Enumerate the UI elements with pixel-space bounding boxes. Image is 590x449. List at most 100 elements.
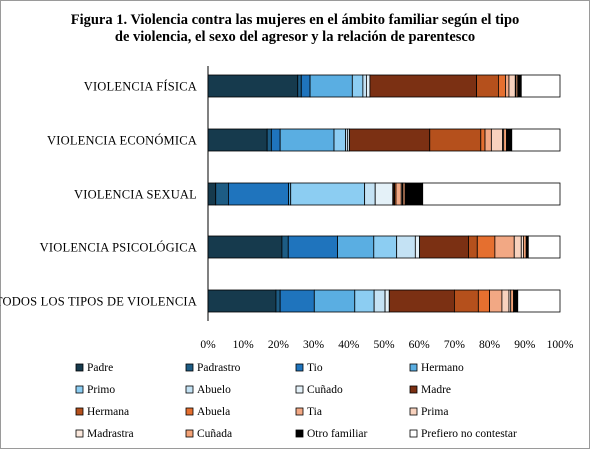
- legend-swatch-12: [409, 407, 418, 416]
- bar-segment-4-7: [414, 235, 420, 259]
- bar-segment-3-1: [207, 182, 217, 206]
- bar-segment-4-5: [373, 235, 398, 259]
- legend-label-13: Madrastra: [87, 428, 134, 440]
- bar-segment-5-3: [279, 289, 315, 313]
- bar-segment-5-10: [477, 289, 490, 313]
- bar-segment-3-5: [290, 182, 366, 206]
- bar-segment-5-5: [354, 289, 375, 313]
- x-tick-label-6: 50%: [373, 339, 395, 351]
- bar-segment-4-16: [527, 235, 561, 259]
- legend-swatch-6: [185, 385, 194, 394]
- bar-segment-4-4: [337, 235, 375, 259]
- bar-segment-2-16: [511, 128, 561, 152]
- legend-label-12: Prima: [421, 406, 448, 418]
- bar-segment-5-4: [313, 289, 356, 313]
- bar-segment-5-15: [513, 289, 519, 313]
- legend-label-4: Hermano: [421, 362, 464, 374]
- x-tick-label-10: 90%: [514, 339, 536, 351]
- bar-segment-1-10: [497, 74, 506, 98]
- x-tick-label-1: 0%: [200, 339, 216, 351]
- legend-swatch-9: [75, 407, 84, 416]
- legend-swatch-14: [185, 429, 194, 438]
- legend-label-2: Padrastro: [197, 362, 241, 374]
- bar-segment-1-9: [476, 74, 499, 98]
- bar-segment-3-11: [395, 182, 402, 206]
- bar-segment-4-10: [476, 235, 496, 259]
- legend-label-8: Madre: [421, 384, 451, 396]
- bar-segment-2-3: [270, 128, 281, 152]
- x-tick-label-3: 20%: [268, 339, 290, 351]
- bar-segment-3-6: [364, 182, 376, 206]
- bar-segment-5-7: [384, 289, 390, 313]
- bar-segment-3-7: [374, 182, 394, 206]
- bar-segment-1-8: [369, 74, 477, 98]
- bar-segment-4-1: [207, 235, 283, 259]
- legend-label-10: Abuela: [197, 406, 230, 418]
- x-tick-label-5: 40%: [338, 339, 360, 351]
- bar-segment-5-12: [501, 289, 510, 313]
- bar-segment-5-9: [453, 289, 479, 313]
- x-tick-label-2: 10%: [233, 339, 255, 351]
- legend-label-5: Primo: [87, 384, 115, 396]
- legend-swatch-5: [75, 385, 84, 394]
- legend-swatch-3: [295, 363, 304, 372]
- category-label-5: TODOS LOS TIPOS DE VIOLENCIA: [0, 295, 197, 309]
- legend-label-15: Otro familiar: [307, 428, 368, 440]
- bar-segment-4-2: [281, 235, 289, 259]
- bar-segment-4-9: [468, 235, 478, 259]
- bar-segment-3-16: [422, 182, 561, 206]
- legend-label-9: Hermana: [87, 406, 129, 418]
- bar-segment-5-8: [388, 289, 455, 313]
- bar-segment-4-11: [494, 235, 515, 259]
- bar-segment-2-9: [429, 128, 482, 152]
- bar-segment-3-15: [404, 182, 424, 206]
- bar-segment-1-6: [362, 74, 367, 98]
- bar-segment-4-12: [513, 235, 522, 259]
- legend-swatch-1: [75, 363, 84, 372]
- bar-segment-4-8: [419, 235, 469, 259]
- legend-label-14: Cuñada: [197, 428, 232, 440]
- bar-segment-5-2: [275, 289, 281, 313]
- legend-swatch-11: [295, 407, 304, 416]
- legend-swatch-13: [75, 429, 84, 438]
- category-label-1: VIOLENCIA FÍSICA: [84, 80, 197, 94]
- x-tick-label-7: 60%: [409, 339, 431, 351]
- bar-segment-2-2: [266, 128, 272, 152]
- category-label-4: VIOLENCIA PSICOLÓGICA: [40, 241, 197, 255]
- bar-segment-2-14: [503, 128, 507, 152]
- bar-segment-1-12: [508, 74, 516, 98]
- bar-segment-1-4: [309, 74, 353, 98]
- x-tick-label-9: 80%: [479, 339, 501, 351]
- bar-segment-1-3: [300, 74, 311, 98]
- legend-label-6: Abuelo: [197, 384, 231, 396]
- bar-segment-1-15: [517, 74, 522, 98]
- x-tick-label-11: 100%: [547, 339, 574, 351]
- bar-segment-2-15: [506, 128, 513, 152]
- bar-segment-1-5: [351, 74, 364, 98]
- legend-swatch-10: [185, 407, 194, 416]
- bar-segment-4-6: [396, 235, 416, 259]
- legend-label-16: Prefiero no contestar: [421, 428, 517, 440]
- category-label-3: VIOLENCIA SEXUAL: [74, 188, 197, 202]
- legend-swatch-7: [295, 385, 304, 394]
- x-tick-label-4: 30%: [303, 339, 325, 351]
- bar-segment-2-11: [484, 128, 492, 152]
- bar-segment-5-14: [510, 289, 514, 313]
- bar-segment-3-2: [215, 182, 229, 206]
- legend-label-3: Tio: [307, 362, 323, 374]
- bar-segment-2-4: [279, 128, 335, 152]
- bar-segment-5-6: [373, 289, 386, 313]
- bar-segment-2-8: [349, 128, 431, 152]
- chart-title-line-2: de violencia, el sexo del agresor y la r…: [114, 29, 476, 45]
- bar-segment-3-3: [228, 182, 290, 206]
- legend-label-7: Cuñado: [307, 384, 343, 396]
- bar-segment-2-1: [207, 128, 268, 152]
- bar-segment-1-11: [505, 74, 510, 98]
- bar-segment-1-7: [365, 74, 371, 98]
- bar-segment-4-14: [522, 235, 527, 259]
- bar-segment-5-11: [489, 289, 503, 313]
- chart-title-line-1: Figura 1. Violencia contra las mujeres e…: [70, 12, 520, 28]
- legend-swatch-4: [409, 363, 418, 372]
- bar-segment-5-1: [207, 289, 277, 313]
